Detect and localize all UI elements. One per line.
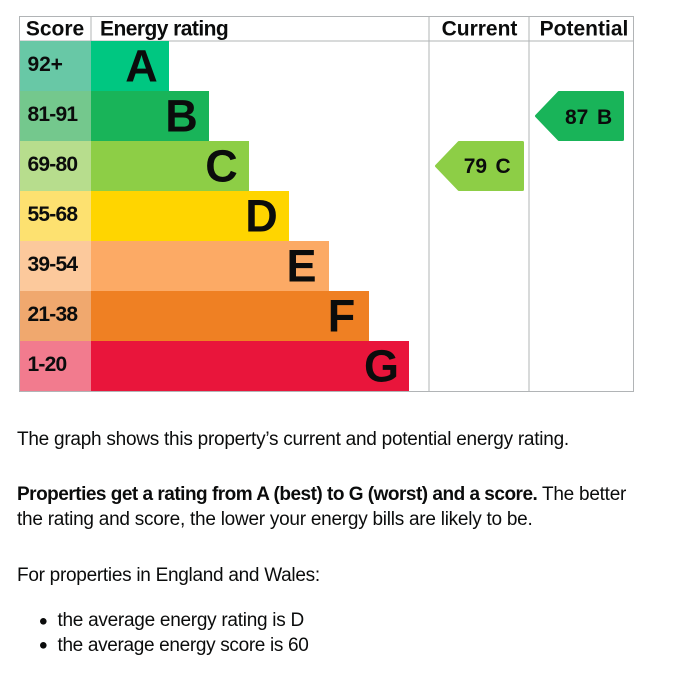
svg-text:the rating and score, the lowe: the rating and score, the lower your ene… xyxy=(17,509,533,530)
svg-text:G: G xyxy=(364,341,399,392)
svg-text:81-91: 81-91 xyxy=(28,103,79,126)
svg-text:For properties in England and: For properties in England and Wales: xyxy=(17,565,320,586)
svg-text:the average energy score is 60: the average energy score is 60 xyxy=(58,635,309,656)
svg-text:39-54: 39-54 xyxy=(28,253,79,276)
svg-text:F: F xyxy=(328,291,356,342)
svg-text:E: E xyxy=(286,241,316,292)
svg-text:C: C xyxy=(205,141,238,192)
svg-text:The graph shows this property’: The graph shows this property’s current … xyxy=(17,429,569,450)
svg-text:A: A xyxy=(125,41,158,92)
svg-text:Current: Current xyxy=(442,18,518,41)
svg-text:Score: Score xyxy=(26,18,84,41)
svg-text:B: B xyxy=(165,91,198,142)
svg-text:69-80: 69-80 xyxy=(28,153,78,176)
svg-text:Energy rating: Energy rating xyxy=(100,18,228,41)
svg-text:Potential: Potential xyxy=(540,18,629,41)
svg-text:92+: 92+ xyxy=(28,53,63,76)
svg-text:55-68: 55-68 xyxy=(28,203,79,226)
svg-text:21-38: 21-38 xyxy=(28,303,79,326)
svg-text:Properties get a rating from A: Properties get a rating from A (best) to… xyxy=(17,484,627,505)
svg-text:the average energy rating is D: the average energy rating is D xyxy=(58,610,304,631)
svg-text:1-20: 1-20 xyxy=(28,353,67,376)
svg-text:D: D xyxy=(245,191,278,242)
